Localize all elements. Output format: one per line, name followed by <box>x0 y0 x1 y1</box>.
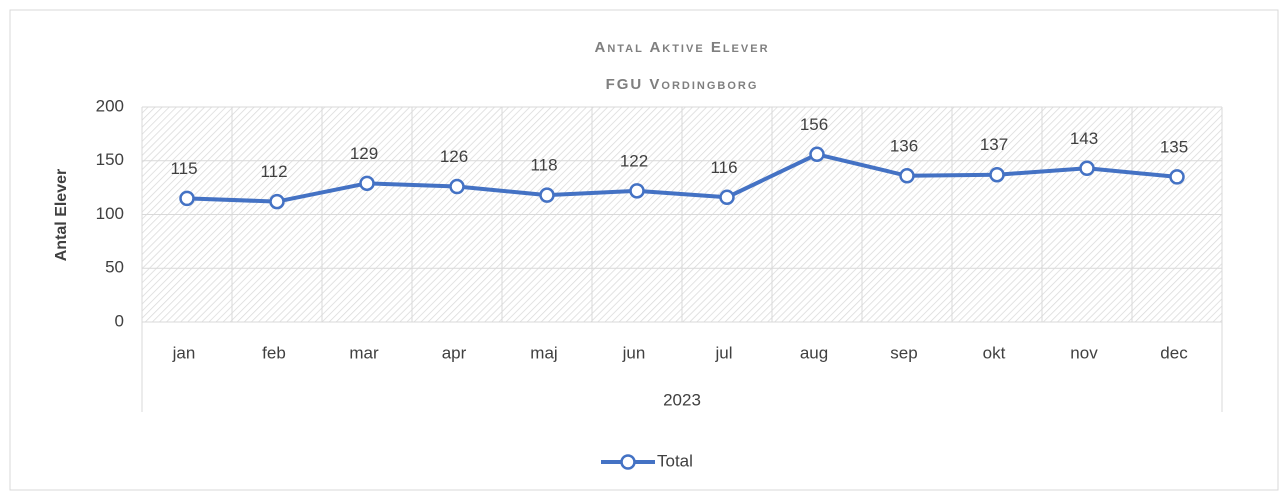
y-tick-label: 150 <box>96 150 124 169</box>
x-tick-label: mar <box>349 343 379 362</box>
line <box>186 152 1178 204</box>
x-tick-label: dec <box>1160 343 1188 362</box>
y-tick-label: 0 <box>115 311 124 330</box>
data-label: 118 <box>530 156 557 175</box>
data-label: 126 <box>440 147 468 166</box>
point <box>539 187 555 203</box>
y-tick-label: 100 <box>96 204 124 223</box>
data-label: 116 <box>710 158 737 177</box>
y-axis-label: Antal Elever <box>53 169 70 261</box>
x-tick-label: nov <box>1070 343 1098 362</box>
legend-label: Total <box>657 451 693 470</box>
x-tick-label: jul <box>714 343 732 362</box>
y-tick-label: 200 <box>96 96 124 115</box>
x-tick-label: okt <box>983 343 1006 362</box>
point <box>719 189 735 206</box>
data-label: 156 <box>800 115 828 134</box>
point <box>629 183 645 199</box>
point <box>179 190 195 207</box>
x-tick-label: sep <box>890 343 917 362</box>
data-label: 143 <box>1070 129 1098 148</box>
data-label: 135 <box>1160 137 1188 156</box>
data-label: 112 <box>260 162 287 181</box>
x-group-label: 2023 <box>663 390 701 409</box>
x-tick-label: jan <box>172 343 196 362</box>
x-tick-label: apr <box>442 343 467 362</box>
x-tick-label: maj <box>530 343 557 362</box>
x-tick-label: feb <box>262 343 286 362</box>
legend-marker <box>620 454 636 470</box>
data-label: 137 <box>980 135 1008 154</box>
point <box>1169 169 1185 185</box>
data-label: 136 <box>890 136 918 155</box>
data-label: 122 <box>620 151 648 170</box>
chart-title: Antal Aktive Elever <box>594 39 769 56</box>
point <box>899 168 915 184</box>
data-label: 115 <box>170 159 197 178</box>
chart-subtitle: FGU Vordingborg <box>606 76 759 93</box>
point <box>449 178 465 195</box>
x-tick-label: aug <box>800 343 828 362</box>
x-tick-label: jun <box>622 343 646 362</box>
y-tick-label: 50 <box>105 258 124 277</box>
point <box>1079 160 1095 177</box>
point <box>989 166 1005 183</box>
point <box>359 175 375 192</box>
point <box>809 146 825 163</box>
data-label: 129 <box>350 144 378 163</box>
point <box>269 193 285 210</box>
